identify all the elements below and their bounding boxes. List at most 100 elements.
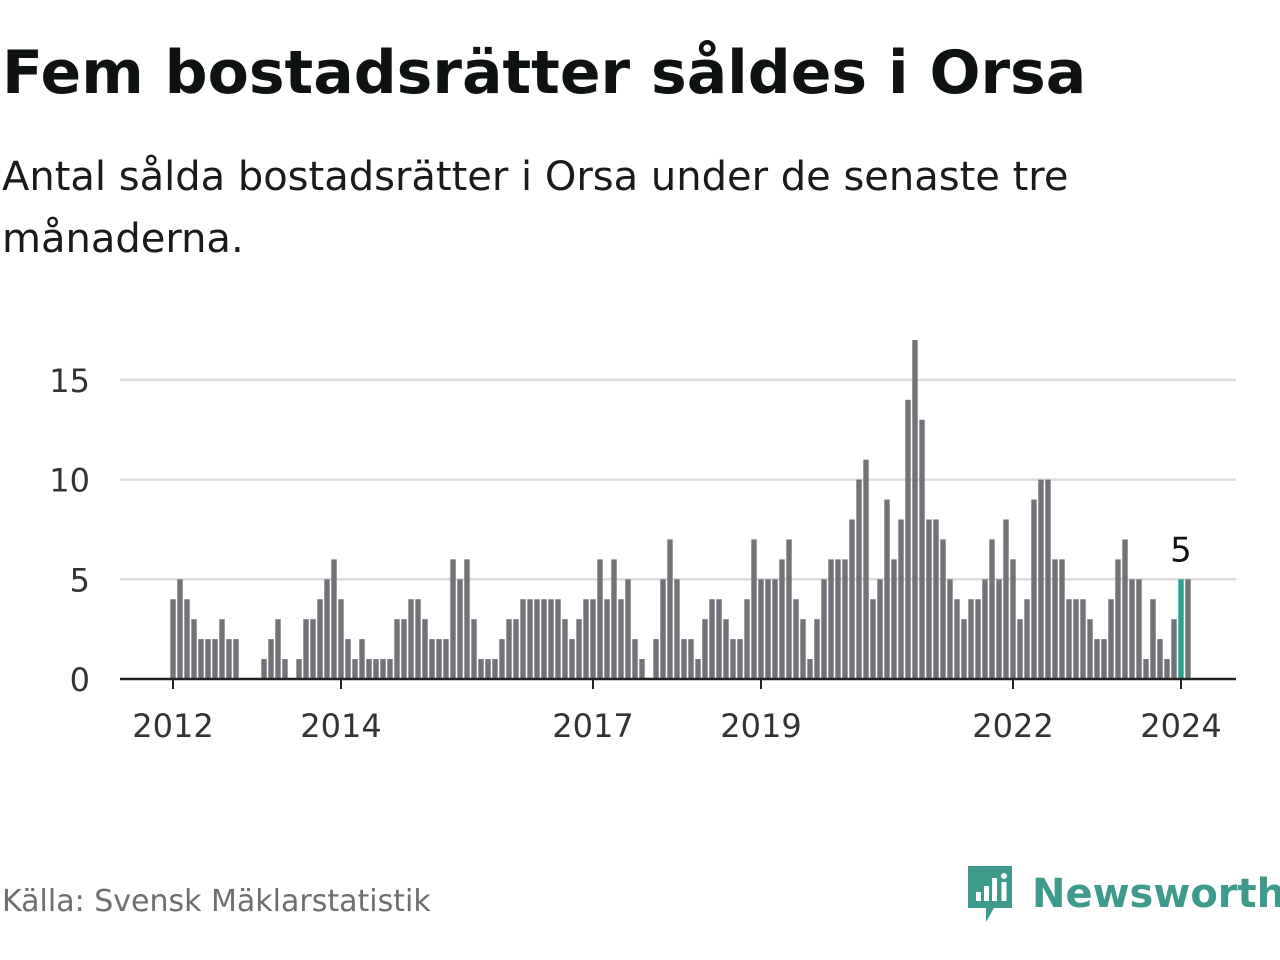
bar [415,599,421,679]
bar [499,639,505,679]
bar [723,619,729,679]
bar [653,639,659,679]
bar [639,659,645,679]
bar [982,579,988,679]
bar [877,579,883,679]
bar [1129,579,1135,679]
bar [1059,559,1065,679]
bar [1101,639,1107,679]
x-tick-label: 2024 [1140,707,1221,745]
bar [520,599,526,679]
bar [296,659,302,679]
bar [303,619,309,679]
bar [1143,659,1149,679]
bar [261,659,267,679]
bar [1052,559,1058,679]
bar [933,519,939,679]
bar [1066,599,1072,679]
bar [380,659,386,679]
bar [604,599,610,679]
bar [1122,539,1128,679]
bar [226,639,232,679]
bar [422,619,428,679]
bar [667,539,673,679]
bar [387,659,393,679]
bar [891,559,897,679]
bar [1003,519,1009,679]
bar [1164,659,1170,679]
bar [373,659,379,679]
bar [394,619,400,679]
x-tick-label: 2014 [300,707,381,745]
x-tick-label: 2019 [720,707,801,745]
bar [317,599,323,679]
bar [513,619,519,679]
bar [618,599,624,679]
bar [401,619,407,679]
bar [443,639,449,679]
bar [1087,619,1093,679]
bar [1094,639,1100,679]
bar [219,619,225,679]
bar [1010,559,1016,679]
bar [765,579,771,679]
bar [709,599,715,679]
bar [478,659,484,679]
bar [751,539,757,679]
bar [912,340,918,679]
bar [856,479,862,679]
y-tick-labels: 0 5 10 15 [49,362,90,699]
bar [366,659,372,679]
bar [695,659,701,679]
bar [1157,639,1163,679]
bar [849,519,855,679]
brand-logo: Newsworthy [964,862,1280,926]
bar [716,599,722,679]
bar [576,619,582,679]
newsworthy-logo-icon [968,866,1012,922]
bar [674,579,680,679]
bar [989,539,995,679]
bar [534,599,540,679]
source-note: Källa: Svensk Mäklarstatistik [2,884,431,919]
bar [842,559,848,679]
bar [835,559,841,679]
bar [1073,599,1079,679]
bar [625,579,631,679]
bar [772,579,778,679]
bar [681,639,687,679]
bar [919,419,925,679]
bar [828,559,834,679]
bar [1038,479,1044,679]
x-tick-labels: 2012 2014 2017 2019 2022 2024 [132,707,1221,745]
bar [1136,579,1142,679]
bar [1171,619,1177,679]
y-tick-label: 10 [49,462,90,500]
bar [975,599,981,679]
y-tick-label: 0 [70,661,90,699]
bar [702,619,708,679]
bar [905,399,911,679]
bar [464,559,470,679]
bar [492,659,498,679]
bar [660,579,666,679]
bar [268,639,274,679]
bar [324,579,330,679]
bar [870,599,876,679]
bar [282,659,288,679]
bar [611,559,617,679]
bar [436,639,442,679]
bar [954,599,960,679]
chart-title: Fem bostadsrätter såldes i Orsa [2,38,1087,108]
bar [800,619,806,679]
x-tick-label: 2022 [972,707,1053,745]
bar [884,499,890,679]
bars [170,340,1191,679]
chart-subtitle: Antal sålda bostadsrätter i Orsa under d… [2,154,1069,262]
bar [1031,499,1037,679]
bar [947,579,953,679]
latest-value-label: 5 [1170,530,1192,570]
bar [786,539,792,679]
bar [548,599,554,679]
bar [212,639,218,679]
